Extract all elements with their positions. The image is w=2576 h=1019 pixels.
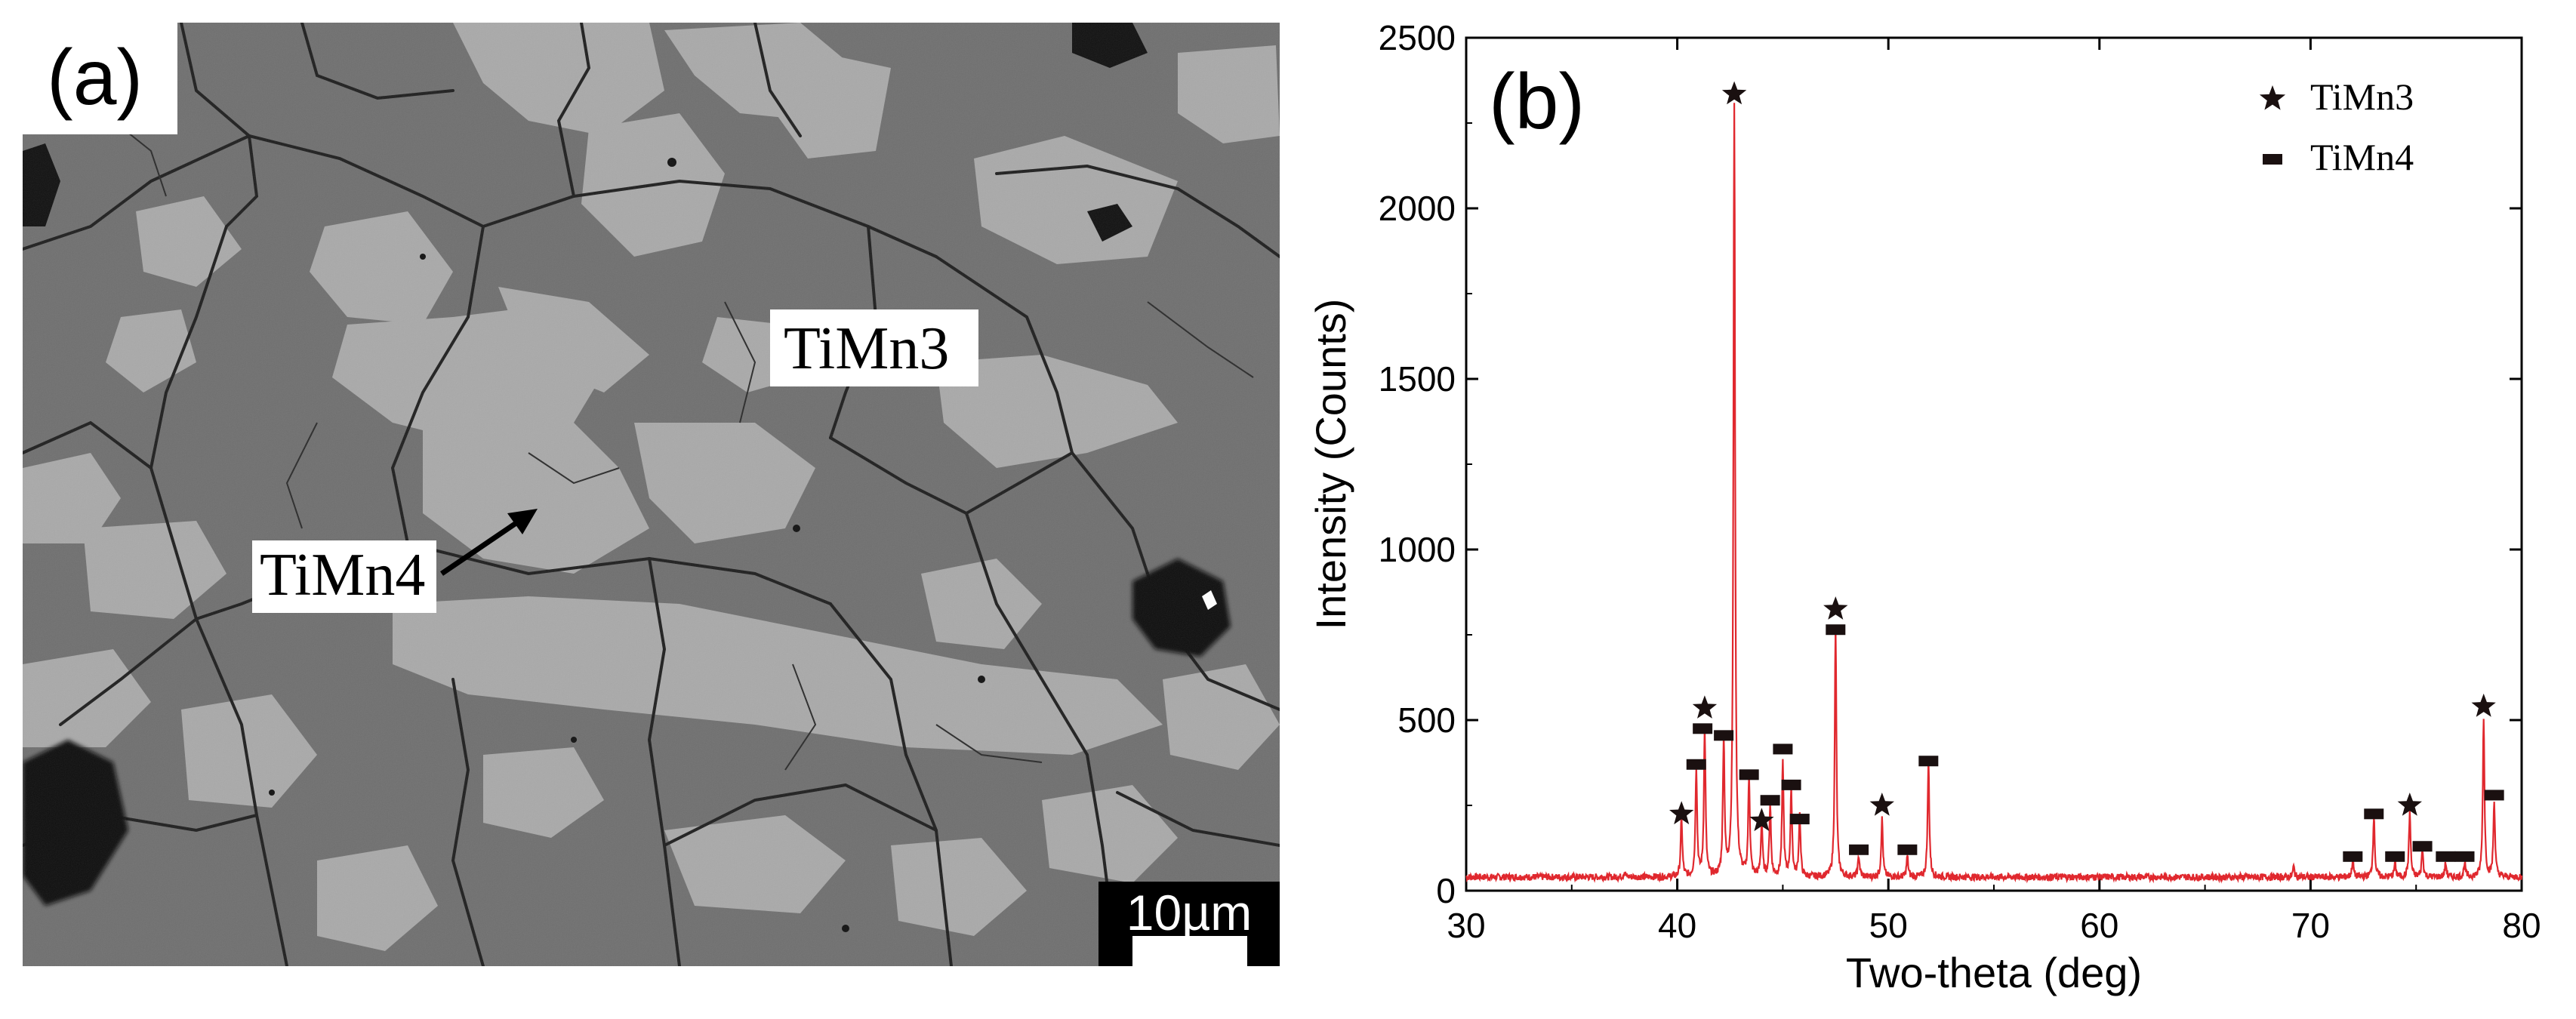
- arrow-icon: [440, 509, 538, 576]
- sem-micrograph-panel: (a) TiMn3 TiMn4 10µm: [23, 23, 1280, 966]
- timn4-bar-marker: [1714, 730, 1734, 741]
- chart-axes: [1465, 36, 2523, 892]
- x-tick-label: 60: [2080, 906, 2118, 945]
- panel-b-label: (b): [1489, 58, 1585, 146]
- timn3-star-marker: [1749, 808, 1774, 832]
- legend-label: TiMn4: [2310, 136, 2414, 178]
- timn4-bar-marker: [2364, 808, 2384, 820]
- timn4-bar-marker: [1849, 844, 1869, 855]
- timn4-bar-marker: [1760, 795, 1780, 806]
- x-tick-label: 50: [1869, 906, 1908, 945]
- x-tick-label: 40: [1658, 906, 1696, 945]
- legend-bar-icon: [2263, 154, 2282, 165]
- series-line: [1465, 103, 2523, 884]
- texture-noise: [23, 23, 1280, 966]
- timn3-star-marker: [2397, 793, 2422, 816]
- timn4-bar-marker: [2436, 851, 2456, 862]
- legend-star-icon: [2259, 85, 2286, 110]
- x-tick-label: 70: [2291, 906, 2330, 945]
- timn3-star-marker: [1669, 801, 1694, 825]
- y-tick-label: 1000: [1379, 530, 1456, 569]
- y-tick-label: 500: [1397, 700, 1456, 740]
- y-axis-label: Intensity (Counts): [1307, 299, 1354, 630]
- y-tick-label: 2500: [1379, 18, 1456, 57]
- timn4-bar-marker: [1686, 759, 1706, 770]
- sem-micrograph-svg: (a) TiMn3 TiMn4 10µm: [23, 23, 1280, 966]
- timn4-bar-marker: [1897, 844, 1918, 855]
- phase-markers: [1669, 81, 2504, 862]
- timn4-bar-marker: [2484, 790, 2504, 801]
- timn4-bar-marker: [2454, 851, 2475, 862]
- svg-text:TiMn4: TiMn4: [260, 542, 425, 608]
- legend: TiMn3 TiMn4: [2259, 75, 2414, 178]
- timn4-bar-marker: [2385, 851, 2405, 862]
- x-tick-label: 30: [1447, 906, 1485, 945]
- scale-bar: 10µm: [1098, 882, 1280, 966]
- xrd-chart-panel: 30 40 50 60 70 80 0 500 1000 1500 2000 2500 TiMn3 Ti…: [1299, 0, 2576, 1019]
- timn4-bar-marker: [1693, 723, 1713, 734]
- timn4-bar-marker: [1918, 756, 1939, 767]
- svg-text:10µm: 10µm: [1126, 885, 1252, 940]
- timn3-star-marker: [2471, 693, 2496, 717]
- timn4-bar-marker: [2412, 841, 2433, 852]
- y-tick-label: 0: [1436, 871, 1456, 910]
- timn3-star-marker: [1721, 81, 1747, 105]
- timn3-label: TiMn3: [770, 309, 978, 386]
- svg-text:TiMn3: TiMn3: [784, 316, 949, 382]
- timn3-star-marker: [1869, 793, 1894, 816]
- timn4-bar-marker: [2343, 851, 2363, 862]
- timn4-bar-marker: [1781, 779, 1801, 790]
- svg-text:(a): (a): [47, 34, 143, 122]
- legend-label: TiMn3: [2310, 75, 2414, 118]
- timn4-bar-marker: [1739, 769, 1759, 780]
- timn3-star-marker: [1823, 596, 1848, 620]
- tick-labels: 30 40 50 60 70 80 0 500 1000 1500 2000 2500: [1379, 18, 2541, 945]
- timn4-label: TiMn4: [252, 540, 436, 613]
- sem-image: [23, 23, 1280, 966]
- x-tick-label: 80: [2502, 906, 2541, 945]
- timn4-bar-marker: [1773, 743, 1793, 755]
- timn4-bar-marker: [1826, 624, 1846, 636]
- panel-a-label: (a): [23, 23, 177, 134]
- x-axis-label: Two-theta (deg): [1846, 949, 2142, 996]
- timn3-star-marker: [1692, 695, 1718, 719]
- y-tick-label: 2000: [1379, 189, 1456, 228]
- timn4-bar-marker: [1789, 814, 1810, 825]
- y-tick-label: 1500: [1379, 359, 1456, 399]
